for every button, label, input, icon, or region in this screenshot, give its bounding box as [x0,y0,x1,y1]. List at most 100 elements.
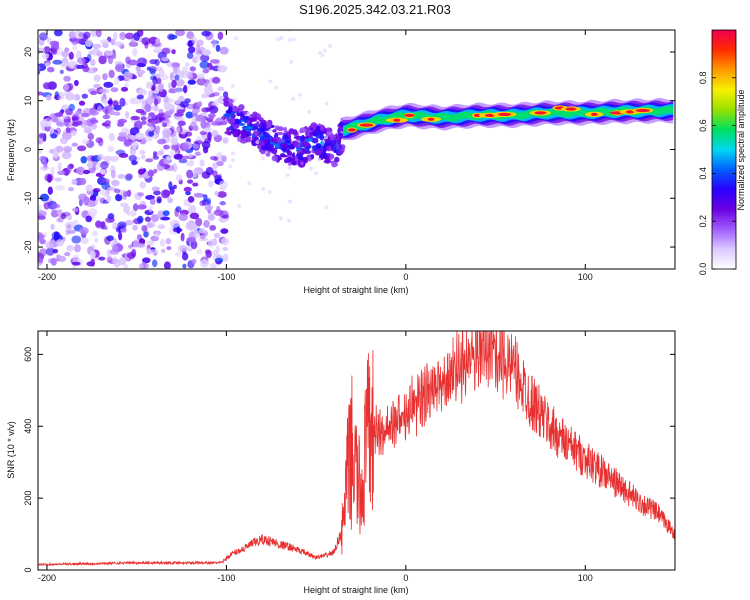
spectrogram-cell [240,134,246,139]
spectrogram-cell [185,62,190,67]
spectrogram-cell [261,145,267,151]
spectrogram-cell [158,83,164,93]
spectrogram-cell [95,30,102,38]
spectrogram-cell [200,119,207,129]
spectrogram-cell [131,160,138,165]
spectrogram-cell [268,129,273,134]
spectrogram-cell [154,230,160,238]
spectrogram-cell [144,136,153,142]
spectrogram-cell [197,101,203,108]
spectrogram-cell [137,192,145,197]
spectrogram-cell [287,218,291,223]
spectrogram-cell [104,120,112,125]
spectrogram-cell [167,197,174,204]
spectrogram-cell [100,88,110,94]
spectrogram-cell [81,139,90,145]
spectrogram-cell [153,48,163,54]
spectrogram-cell [308,156,312,162]
spectrogram-cell [185,111,194,119]
spectrogram-cell [206,198,212,206]
spectrogram-hotspot-core [635,108,650,113]
spectrogram-cell [57,170,66,176]
spectrogram-cell [97,153,104,161]
spectrogram-cell [80,237,89,245]
y-tick-label: 600 [23,347,33,362]
spectrogram-cell [89,194,97,202]
spectrogram-cell [55,185,66,191]
spectrogram-cell [302,156,308,162]
spectrogram-cell [319,124,325,132]
spectrogram-cell [285,173,290,178]
spectrogram-cell [145,158,154,163]
spectrogram-cell [39,193,50,202]
spectrogram-hotspot-core [590,112,598,116]
spectrogram-cell [157,138,167,145]
spectrogram-cell [43,201,50,210]
spectrogram-cell [309,166,314,171]
spectrogram-cell [79,227,89,235]
spectrogram-cell [125,56,131,64]
spectrogram-cell [324,135,328,140]
spectrogram-cell [71,235,82,244]
spectrogram-cell [56,218,61,223]
spectrogram-cell [271,155,278,162]
spectrogram-cell [288,137,292,145]
spectrogram-cell [219,46,229,55]
spectrogram-cell [76,166,85,175]
spectrogram-cell [186,221,197,230]
spectrogram-cell [174,112,184,117]
spectrogram-cell [115,41,124,47]
spectrogram-cell [194,144,200,151]
spectrogram-cell [178,159,188,164]
spectrogram-cell [325,127,332,132]
spectrogram-cell [144,103,152,113]
spectrogram-cell [153,42,163,48]
spectrogram-cell [320,53,325,58]
spectrogram-cell [195,217,203,227]
spectrogram-cell [151,186,160,192]
spectrogram-cell [117,122,125,127]
spectrogram-cell [110,87,119,93]
spectrogram-cell [105,50,114,56]
spectrogram-cell [81,93,89,99]
spectrogram-cell [53,148,58,157]
spectrogram-cell [324,101,329,106]
spectrogram-cell [188,46,196,54]
spectrogram-cell [92,43,102,49]
spectrogram-cell [118,153,129,158]
spectrogram-cell [94,237,99,243]
spectrogram-cell [138,263,144,269]
spectrogram-cell [200,54,210,62]
spectrogram-cell [298,92,302,97]
spectrogram-cell [123,139,133,146]
spectrogram-cell [320,140,324,147]
spectrogram-cell [191,112,199,117]
spectrogram-cell [39,248,48,257]
spectrogram-cell [279,154,288,158]
spectrogram-cell [187,196,195,203]
y-tick-label: 0 [23,567,33,572]
spectrogram-cell [135,66,141,71]
spectrogram-cell [171,49,176,55]
spectrogram-y-label: Frequency (Hz) [6,119,16,181]
snr-frame [37,330,676,571]
spectrogram-cell [118,132,127,137]
spectrogram-cell [243,129,247,135]
spectrogram-cell [276,37,281,42]
spectrogram-cell [179,142,189,152]
spectrogram-cell [285,139,290,144]
spectrogram-cell [52,47,58,55]
spectrogram-cell [151,114,157,120]
spectrogram-cell [163,261,171,269]
spectrogram-cell [78,100,86,106]
spectrogram-cell [209,59,220,64]
spectrogram-cell [173,153,184,160]
spectrogram-cell [119,31,126,41]
spectrogram-cell [61,151,72,160]
spectrogram-cell [85,215,92,223]
spectrogram-cell [324,205,329,210]
spectrogram-cell [71,116,79,121]
spectrogram-cell [221,155,227,163]
spectrogram-cell [110,38,116,46]
spectrogram-cell [312,130,317,137]
